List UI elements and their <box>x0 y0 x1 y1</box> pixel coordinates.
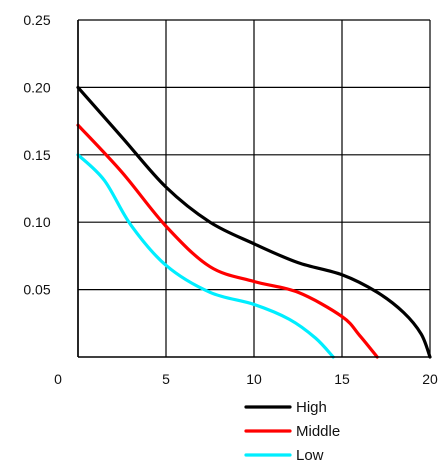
grid-lines <box>77 19 431 357</box>
y-tick-label: 0.25 <box>23 12 50 28</box>
x-tick-label: 20 <box>422 371 438 387</box>
x-tick-label: 15 <box>334 371 350 387</box>
legend: High Middle Low <box>244 399 340 464</box>
x-tick-label: 10 <box>246 371 262 387</box>
legend-label-high: High <box>296 399 327 416</box>
series-line-high <box>76 85 432 359</box>
x-tick-label: 5 <box>162 371 170 387</box>
y-tick-label: 0.05 <box>23 282 50 298</box>
legend-label-low: Low <box>296 447 324 464</box>
y-tick-label: 0.20 <box>23 79 50 95</box>
y-tick-label: 0.10 <box>23 214 50 230</box>
series-line-low <box>76 153 335 359</box>
series-lines <box>76 85 432 359</box>
x-tick-label: 0 <box>54 371 62 387</box>
legend-label-middle: Middle <box>296 423 340 440</box>
axes <box>77 20 430 358</box>
y-tick-label: 0.15 <box>23 147 50 163</box>
series-line-middle <box>76 123 379 359</box>
tick-labels: 0.25 0.20 0.15 0.10 0.05 0 5 10 15 20 <box>23 12 438 387</box>
